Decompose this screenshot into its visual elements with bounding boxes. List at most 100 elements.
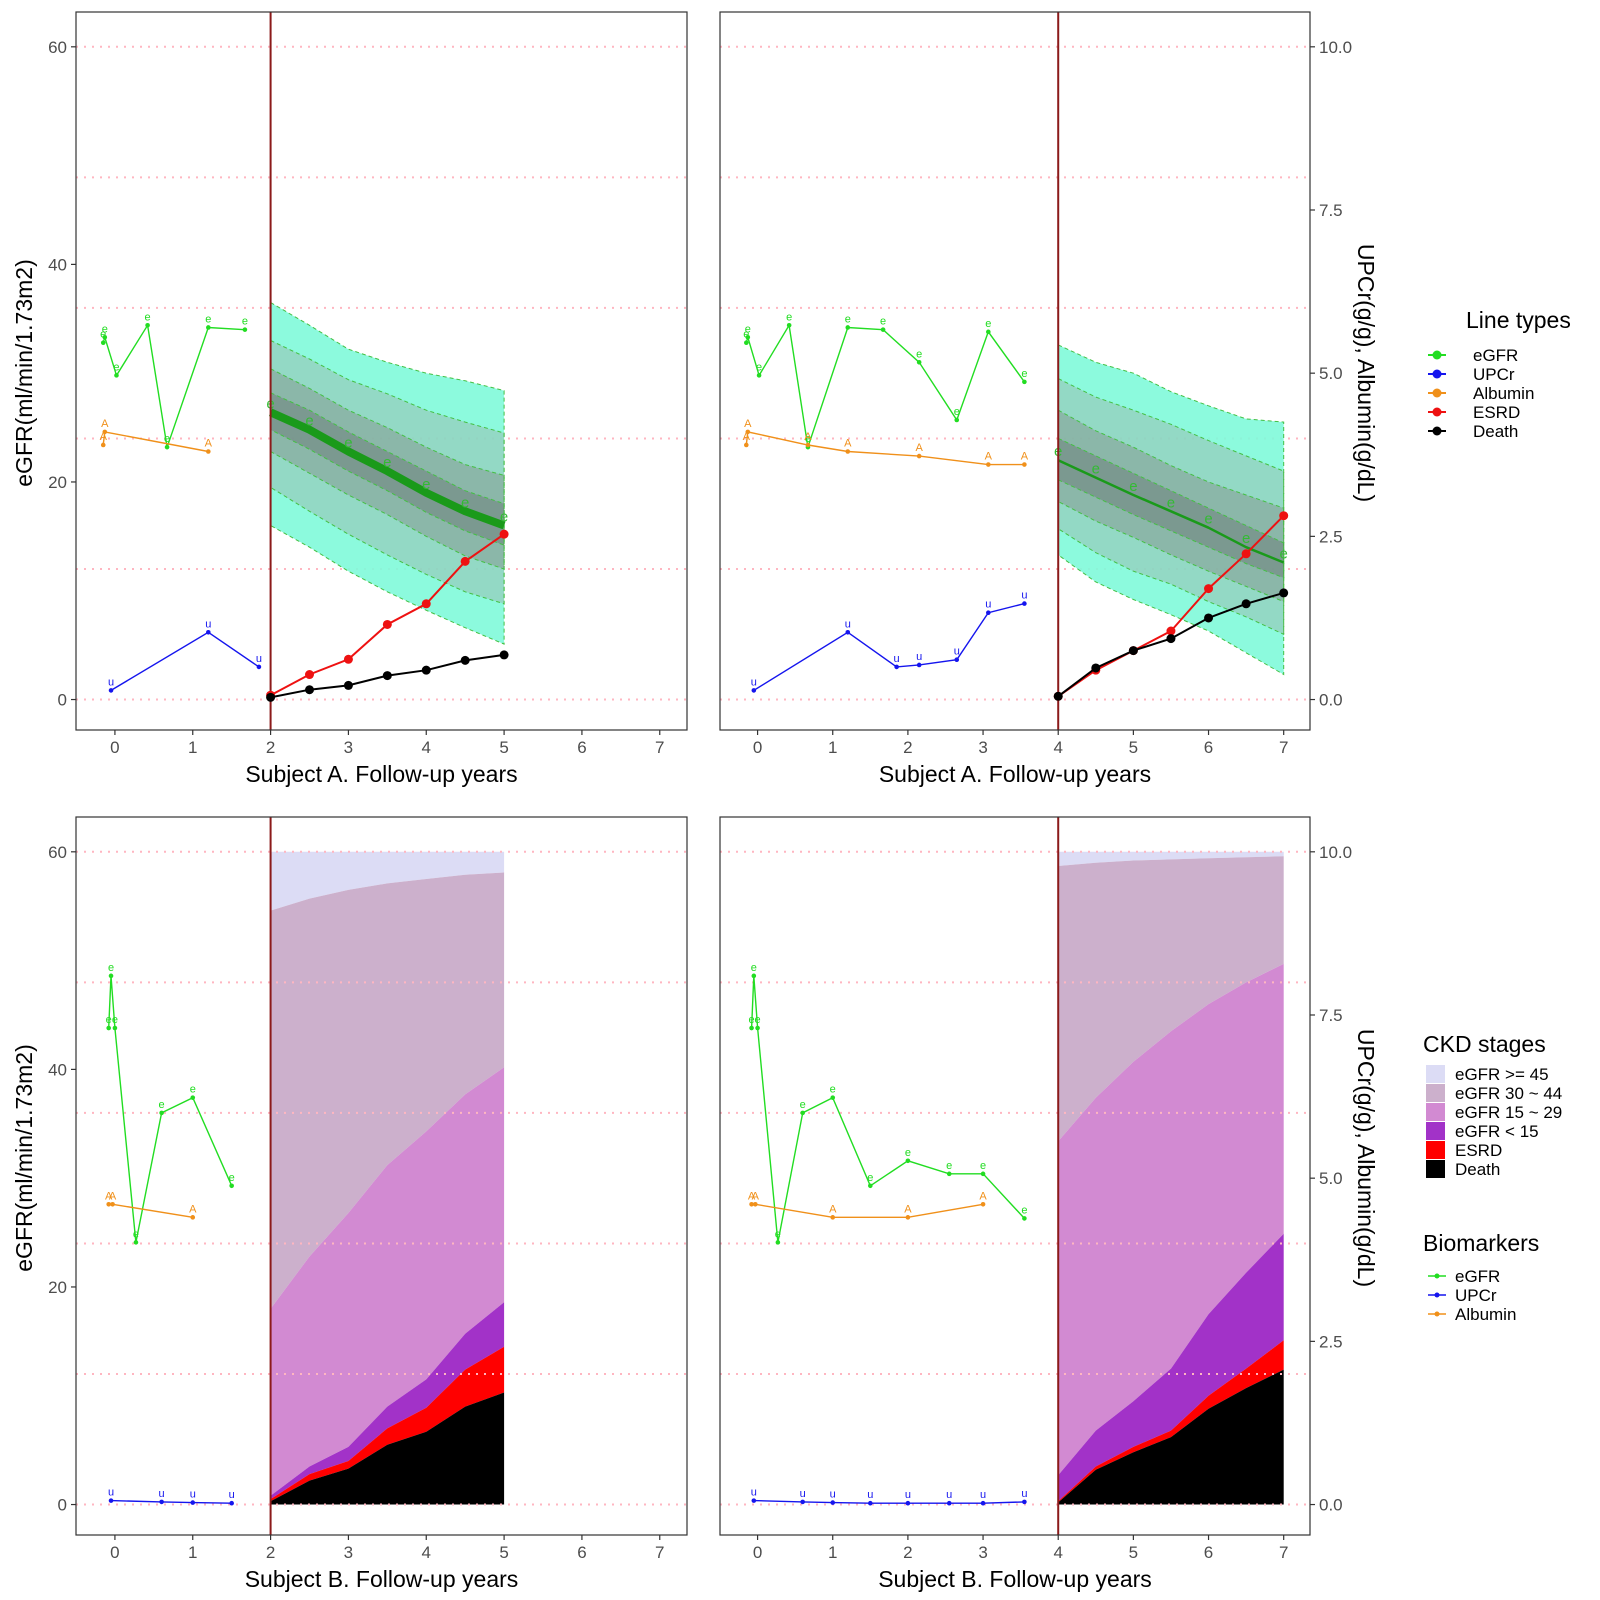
area-esrd xyxy=(270,1346,505,1502)
band-20 xyxy=(1057,437,1285,579)
upcr-marker: u xyxy=(916,651,922,663)
albumin-marker: A xyxy=(844,438,852,450)
y2-tick-label: 7.5 xyxy=(1319,1006,1343,1025)
upcr-marker: u xyxy=(905,1489,911,1501)
egfr-marker: e xyxy=(205,313,211,325)
egfr-prediction-line xyxy=(1057,459,1285,564)
albumin-point xyxy=(805,442,811,448)
panel-border xyxy=(719,816,1311,1536)
upcr-marker: u xyxy=(800,1488,806,1500)
egfr-prediction-marker: e xyxy=(305,413,313,430)
egfr-point xyxy=(229,1183,234,1189)
upcr-point xyxy=(868,1500,873,1506)
death-point xyxy=(460,655,470,665)
legend-ckd-swatch xyxy=(1426,1122,1445,1140)
y-tick-label: 0 xyxy=(58,1496,67,1515)
upcr-marker: u xyxy=(229,1489,235,1501)
x-tick-label: 0 xyxy=(753,738,762,757)
legend-line-types-label: Albumin xyxy=(1473,384,1534,403)
x-tick-label: 6 xyxy=(1204,1543,1213,1562)
legend-bio-dot xyxy=(1434,1292,1440,1298)
albumin-point xyxy=(749,1201,754,1207)
legend-ckd-label: eGFR < 15 xyxy=(1455,1122,1539,1141)
upcr-marker: u xyxy=(108,676,114,688)
y2-tick-label: 10.0 xyxy=(1319,38,1352,57)
upcr-marker: u xyxy=(190,1489,196,1501)
legend-bio-label: eGFR xyxy=(1455,1267,1500,1286)
y-tick-label: 20 xyxy=(48,473,67,492)
albumin-point xyxy=(190,1215,196,1220)
upcr-point xyxy=(229,1500,234,1506)
egfr-point xyxy=(905,1158,911,1164)
x-tick-label: 5 xyxy=(1129,1543,1138,1562)
legend-ckd-swatch xyxy=(1426,1141,1445,1159)
panel-border xyxy=(719,11,1311,731)
albumin-marker: A xyxy=(189,1203,197,1215)
albumin-point xyxy=(980,1201,986,1207)
upcr-marker: u xyxy=(1021,1488,1027,1500)
legend-line-types-label: eGFR xyxy=(1473,346,1518,365)
egfr-point xyxy=(190,1095,196,1100)
x-tick-label: 3 xyxy=(978,1543,987,1562)
egfr-marker: e xyxy=(749,1014,755,1026)
upcr-marker: u xyxy=(1021,590,1027,602)
egfr-point xyxy=(112,1025,118,1031)
egfr-point xyxy=(786,323,792,328)
egfr-point xyxy=(242,327,248,332)
y2-tick-label: 10.0 xyxy=(1319,843,1352,862)
panel-border xyxy=(75,816,688,1536)
egfr-prediction-marker: e xyxy=(1092,461,1100,478)
area-death xyxy=(1058,1369,1284,1505)
upcr-marker: u xyxy=(980,1489,986,1501)
death-point xyxy=(499,650,509,660)
x-tick-label: 5 xyxy=(499,1543,508,1562)
upcr-marker: u xyxy=(954,646,960,658)
upcr-point xyxy=(108,688,114,693)
albumin-point xyxy=(100,442,106,448)
legend-ckd-label: ESRD xyxy=(1455,1141,1502,1160)
y2-tick-label: 0.0 xyxy=(1319,691,1343,710)
egfr-prediction-marker: e xyxy=(1242,530,1250,547)
egfr-prediction-marker: e xyxy=(1280,545,1288,562)
egfr-point xyxy=(986,329,991,335)
death-point xyxy=(382,671,392,681)
legend-bio-dot xyxy=(1434,1273,1440,1279)
plot-area: eeeeeeeeeeeeeeuuuAAA xyxy=(76,12,687,730)
egfr-marker: e xyxy=(133,1228,139,1240)
albumin-marker: A xyxy=(100,431,108,443)
legend-line-types-label: UPCr xyxy=(1473,365,1515,384)
legend-bio-label: Albumin xyxy=(1455,1305,1516,1324)
egfr-marker: e xyxy=(102,323,108,335)
upcr-point xyxy=(256,664,262,670)
egfr-point xyxy=(800,1110,805,1116)
egfr-point xyxy=(751,973,757,979)
upcr-point xyxy=(905,1500,911,1506)
legend-ckd-swatch xyxy=(1426,1103,1445,1121)
albumin-marker: A xyxy=(752,1190,760,1202)
egfr-point xyxy=(102,334,108,340)
y2-tick-label: 2.5 xyxy=(1319,1332,1343,1351)
area-egfr-lt15 xyxy=(1058,1233,1284,1502)
death-point xyxy=(305,685,315,695)
upcr-point xyxy=(916,662,922,668)
esrd-point xyxy=(343,654,353,664)
upcr-point xyxy=(751,1498,757,1503)
egfr-marker: e xyxy=(845,313,851,325)
upcr-point xyxy=(108,1498,114,1503)
x-axis-title: Subject A. Follow-up years xyxy=(245,761,517,787)
panel-border xyxy=(75,11,688,731)
upcr-point xyxy=(159,1499,164,1505)
egfr-prediction-marker: e xyxy=(383,454,391,471)
death-point xyxy=(1279,588,1289,598)
area-death xyxy=(270,1392,505,1505)
death-point xyxy=(1128,646,1138,656)
upcr-point xyxy=(206,630,211,635)
egfr-point xyxy=(206,325,211,330)
egfr-marker: e xyxy=(108,962,114,974)
upcr-point xyxy=(946,1500,952,1506)
esrd-point xyxy=(421,599,431,609)
albumin-point xyxy=(986,462,991,467)
